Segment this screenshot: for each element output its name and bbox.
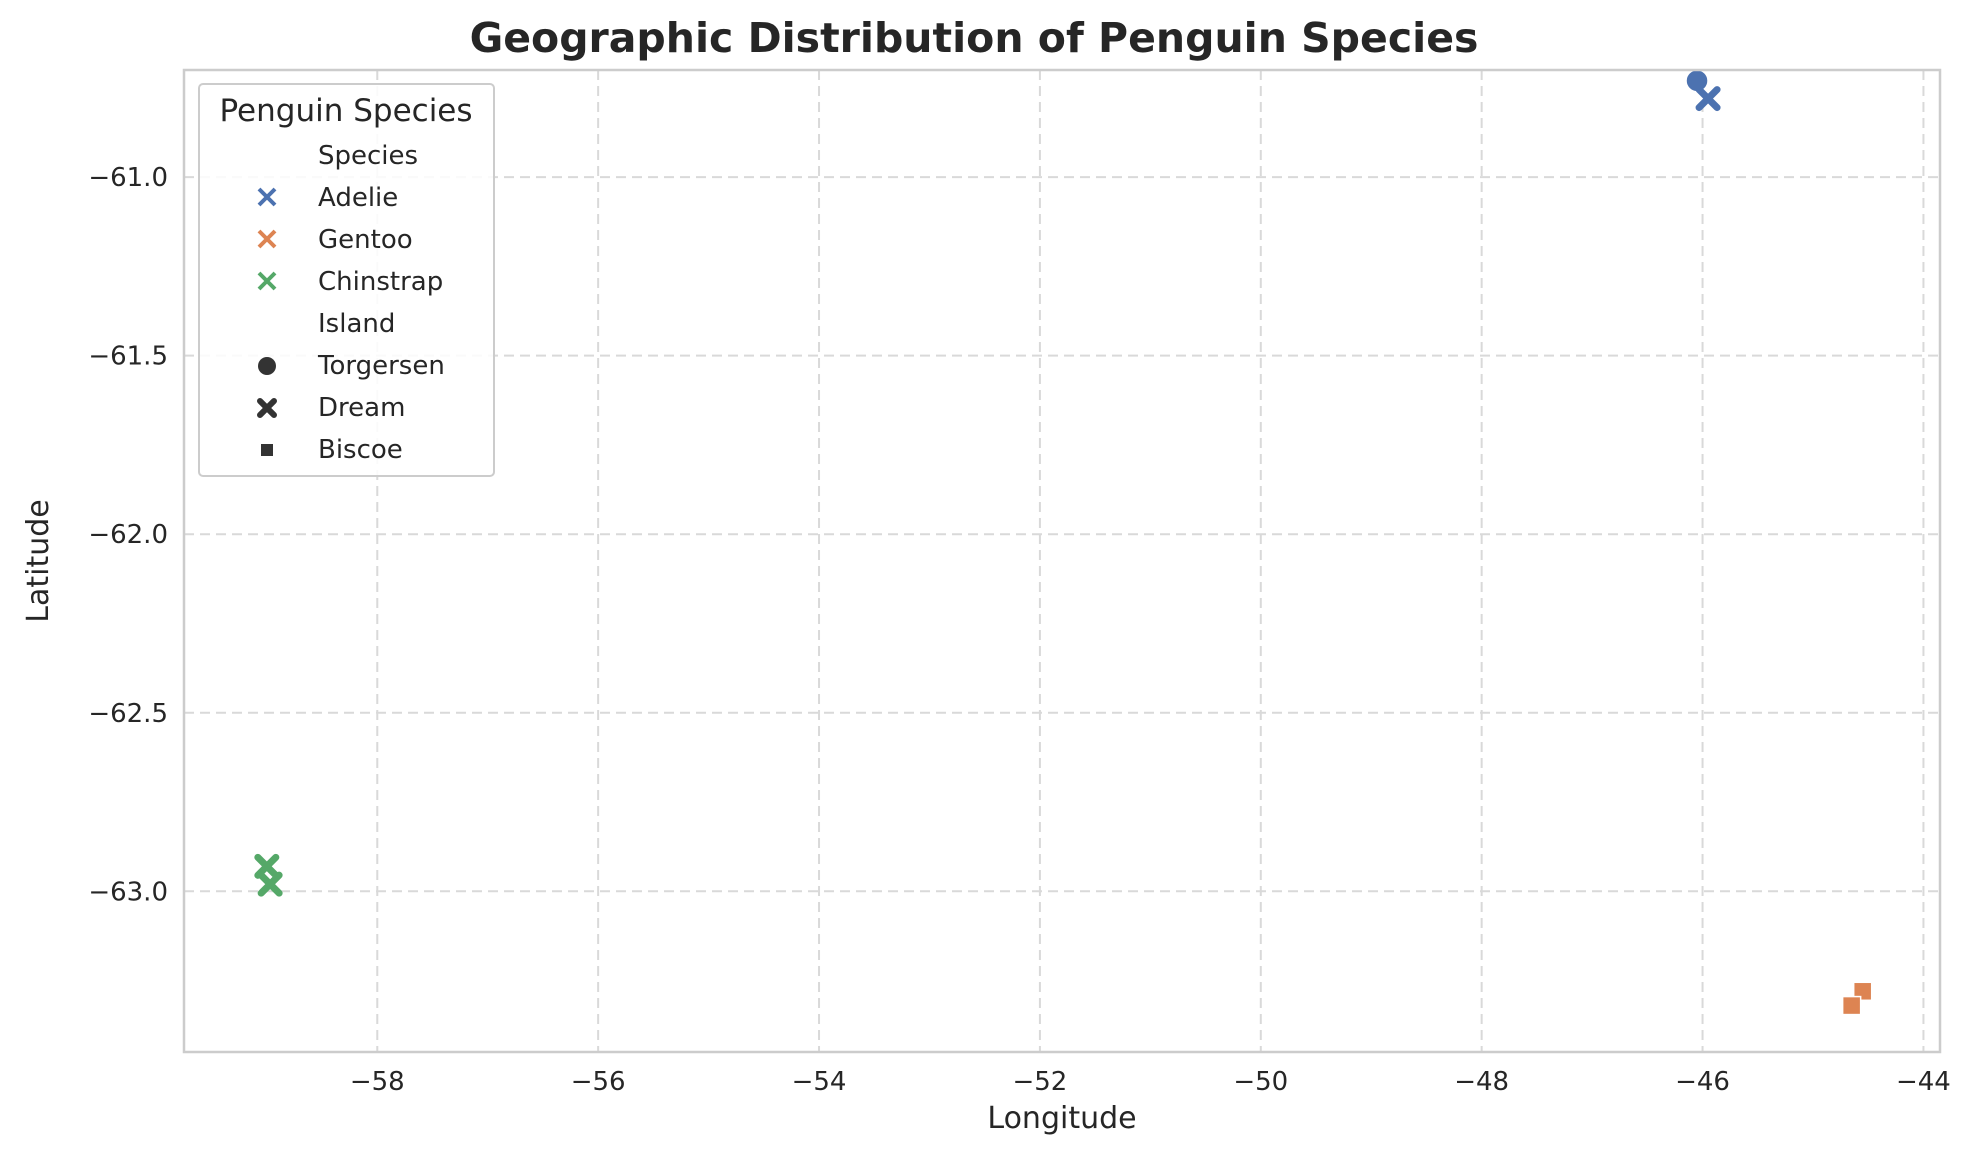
y-tick-label: −61.0 <box>88 163 168 193</box>
x-tick-label: −48 <box>1454 1067 1509 1097</box>
legend-biscoe-square-marker <box>261 444 273 456</box>
data-point-gentoo-biscoe <box>1852 981 1873 1002</box>
y-axis-ticks: −61.0 −61.5 −62.0 −62.5 −63.0 <box>88 163 168 907</box>
plot-frame <box>182 68 1942 1054</box>
x-tick-label: −50 <box>1233 1067 1288 1097</box>
x-tick-label: −58 <box>350 1067 405 1097</box>
legend-dream-label: Dream <box>318 393 405 423</box>
legend-torgersen-circle-marker <box>258 357 276 375</box>
y-tick-label: −63.0 <box>88 877 168 907</box>
legend-torgersen-label: Torgersen <box>317 351 445 381</box>
data-point-chinstrap-dream <box>257 871 283 897</box>
legend-style-heading: Island <box>318 309 395 339</box>
y-tick-label: −62.0 <box>88 520 168 550</box>
legend-adelie-x-marker <box>257 187 277 207</box>
x-tick-label: −56 <box>571 1067 626 1097</box>
legend-dream-x-marker <box>257 398 277 418</box>
x-axis-ticks: −58 −56 −54 −52 −50 −48 −46 −44 <box>350 1067 1951 1097</box>
legend: Penguin Species Species Adelie Gentoo Ch… <box>198 83 495 477</box>
legend-chinstrap-x-marker <box>257 271 277 291</box>
legend-adelie-label: Adelie <box>318 183 398 213</box>
y-axis-label: Latitude <box>21 499 56 622</box>
legend-biscoe-label: Biscoe <box>318 435 403 465</box>
chart-title: Geographic Distribution of Penguin Speci… <box>470 14 1479 62</box>
data-points <box>254 68 1873 1016</box>
y-tick-label: −62.5 <box>88 699 168 729</box>
legend-title: Penguin Species <box>219 93 472 129</box>
data-point-gentoo-biscoe <box>1841 995 1862 1016</box>
x-tick-label: −54 <box>792 1067 847 1097</box>
legend-box <box>198 83 495 477</box>
y-tick-label: −61.5 <box>88 342 168 372</box>
x-tick-label: −46 <box>1675 1067 1730 1097</box>
x-tick-label: −44 <box>1896 1067 1951 1097</box>
legend-gentoo-label: Gentoo <box>318 225 413 255</box>
data-point-adelie-dream <box>1695 86 1721 112</box>
legend-hue-heading: Species <box>318 141 418 171</box>
x-tick-label: −52 <box>1012 1067 1067 1097</box>
x-axis-label: Longitude <box>987 1101 1136 1136</box>
legend-gentoo-x-marker <box>257 229 277 249</box>
legend-chinstrap-label: Chinstrap <box>318 267 443 297</box>
